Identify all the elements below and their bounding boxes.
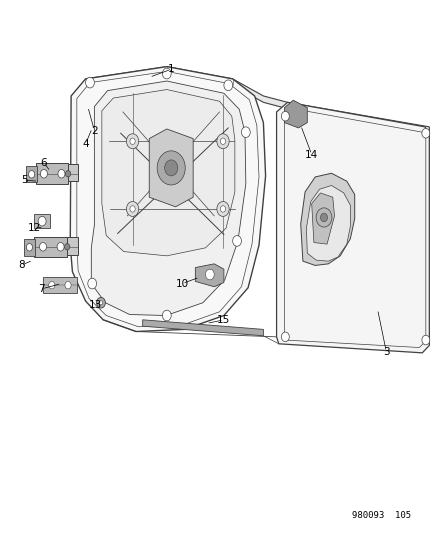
Text: 12: 12	[28, 223, 41, 232]
Polygon shape	[284, 100, 307, 128]
Circle shape	[39, 243, 46, 251]
Circle shape	[126, 201, 138, 216]
Circle shape	[162, 68, 171, 79]
Circle shape	[220, 138, 225, 144]
Circle shape	[281, 332, 289, 342]
Text: 14: 14	[304, 150, 318, 159]
Text: 6: 6	[40, 158, 47, 167]
Circle shape	[130, 138, 135, 144]
Text: 13: 13	[89, 301, 102, 310]
Text: 3: 3	[382, 347, 389, 357]
Polygon shape	[149, 129, 193, 207]
Text: 980093  105: 980093 105	[352, 511, 410, 520]
Circle shape	[220, 206, 225, 212]
Circle shape	[28, 171, 35, 178]
Circle shape	[223, 80, 232, 91]
Polygon shape	[70, 67, 265, 332]
Circle shape	[421, 335, 429, 345]
Polygon shape	[43, 277, 77, 293]
Polygon shape	[36, 163, 68, 184]
Circle shape	[38, 216, 46, 226]
Circle shape	[421, 128, 429, 138]
Circle shape	[320, 213, 327, 222]
Text: 7: 7	[38, 284, 45, 294]
Polygon shape	[34, 237, 67, 257]
Circle shape	[65, 171, 71, 177]
Circle shape	[232, 236, 241, 246]
Circle shape	[130, 206, 135, 212]
Polygon shape	[306, 185, 350, 261]
Text: 2: 2	[91, 126, 98, 135]
Circle shape	[85, 77, 94, 88]
Circle shape	[88, 278, 96, 289]
Circle shape	[162, 310, 171, 321]
Circle shape	[99, 301, 102, 305]
Polygon shape	[24, 239, 35, 256]
Polygon shape	[67, 164, 78, 181]
Text: 10: 10	[175, 279, 188, 288]
Circle shape	[26, 244, 32, 251]
Polygon shape	[300, 173, 354, 265]
Circle shape	[64, 244, 70, 250]
Polygon shape	[34, 214, 50, 228]
Circle shape	[96, 297, 105, 308]
Circle shape	[164, 160, 177, 176]
Text: 1: 1	[167, 64, 174, 74]
Circle shape	[126, 134, 138, 149]
Circle shape	[65, 281, 71, 289]
Polygon shape	[102, 90, 234, 256]
Circle shape	[315, 208, 331, 227]
Circle shape	[57, 243, 64, 251]
Circle shape	[281, 111, 289, 121]
Text: 8: 8	[18, 261, 25, 270]
Polygon shape	[66, 237, 78, 255]
Polygon shape	[142, 320, 263, 336]
Circle shape	[40, 169, 47, 178]
Circle shape	[58, 169, 65, 178]
Text: 15: 15	[217, 315, 230, 325]
Circle shape	[205, 269, 214, 280]
Circle shape	[241, 127, 250, 138]
Polygon shape	[276, 102, 428, 353]
Polygon shape	[195, 264, 223, 287]
Text: 4: 4	[82, 139, 89, 149]
Polygon shape	[311, 193, 334, 244]
Circle shape	[216, 134, 229, 149]
Polygon shape	[26, 166, 37, 182]
Polygon shape	[91, 81, 245, 316]
Circle shape	[216, 201, 229, 216]
Text: 5: 5	[21, 175, 28, 185]
Circle shape	[157, 151, 185, 185]
Circle shape	[49, 281, 55, 289]
Polygon shape	[85, 67, 428, 134]
